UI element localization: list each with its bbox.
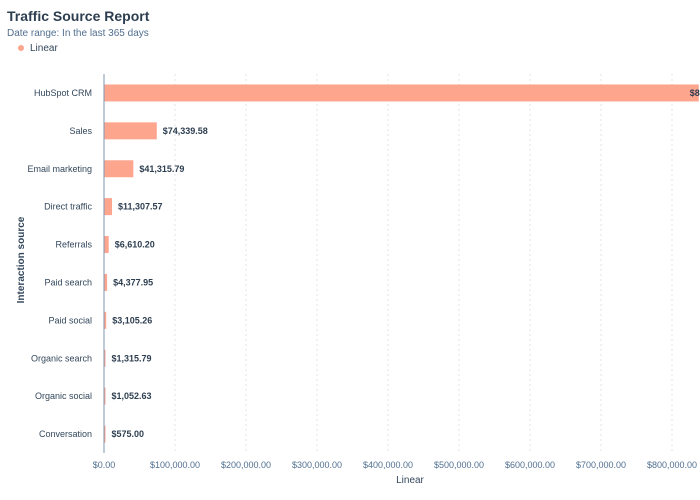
data-label: $575.00 [112, 429, 145, 439]
data-label: $6,610.20 [115, 240, 155, 250]
data-label: $3,105.26 [112, 315, 152, 325]
bar[interactable] [104, 122, 157, 140]
x-tick-label: $200,000.00 [221, 460, 271, 470]
x-tick-label: $600,000.00 [505, 460, 555, 470]
category-label: Conversation [39, 429, 92, 439]
category-label: Paid social [48, 315, 92, 325]
data-label: $41,315.79 [139, 164, 184, 174]
report-title: Traffic Source Report [7, 8, 150, 24]
legend-swatch [18, 45, 24, 51]
bar[interactable] [104, 273, 108, 291]
axes: $0.00 $100,000.00 $200,000.00 $300,000.00 $4… [27, 74, 697, 470]
legend-label: Linear [30, 42, 58, 54]
category-label: Sales [69, 126, 92, 136]
y-axis-title: Interaction source [16, 216, 27, 303]
bar[interactable] [104, 236, 109, 254]
data-label: $1,315.79 [112, 353, 152, 363]
data-label: $74,339.58 [163, 126, 208, 136]
x-tick-label: $400,000.00 [363, 460, 413, 470]
x-tick-label: $100,000.00 [150, 460, 200, 470]
chart-legend[interactable]: Linear [18, 42, 58, 54]
data-label: $837,722 [690, 88, 700, 98]
bar[interactable] [104, 387, 106, 405]
data-label: $4,377.95 [113, 277, 153, 287]
bars: $837,722 $74,339.58 $41,315.79 $11,307.57 $6… [104, 84, 700, 443]
data-label: $11,307.57 [118, 202, 163, 212]
bar[interactable] [104, 311, 107, 329]
data-label: $1,052.63 [112, 391, 152, 401]
grid-lines [174, 74, 673, 453]
bar[interactable] [104, 425, 106, 443]
bar[interactable] [104, 198, 113, 216]
x-tick-label: $800,000.00 [647, 460, 697, 470]
x-tick-label: $0.00 [93, 460, 116, 470]
category-label: Direct traffic [44, 202, 92, 212]
category-label: Email marketing [27, 164, 92, 174]
x-tick-label: $700,000.00 [576, 460, 626, 470]
category-label: Referrals [55, 240, 92, 250]
bar[interactable] [104, 160, 134, 178]
category-label: Paid search [44, 277, 92, 287]
bar[interactable] [104, 84, 699, 102]
x-tick-label: $300,000.00 [292, 460, 342, 470]
category-label: Organic search [31, 353, 92, 363]
category-label: HubSpot CRM [34, 88, 92, 98]
bar[interactable] [104, 349, 106, 367]
date-range: Date range: In the last 365 days [7, 28, 149, 39]
category-label: Organic social [35, 391, 92, 401]
x-axis-title: Linear [396, 475, 424, 486]
x-tick-label: $500,000.00 [434, 460, 484, 470]
